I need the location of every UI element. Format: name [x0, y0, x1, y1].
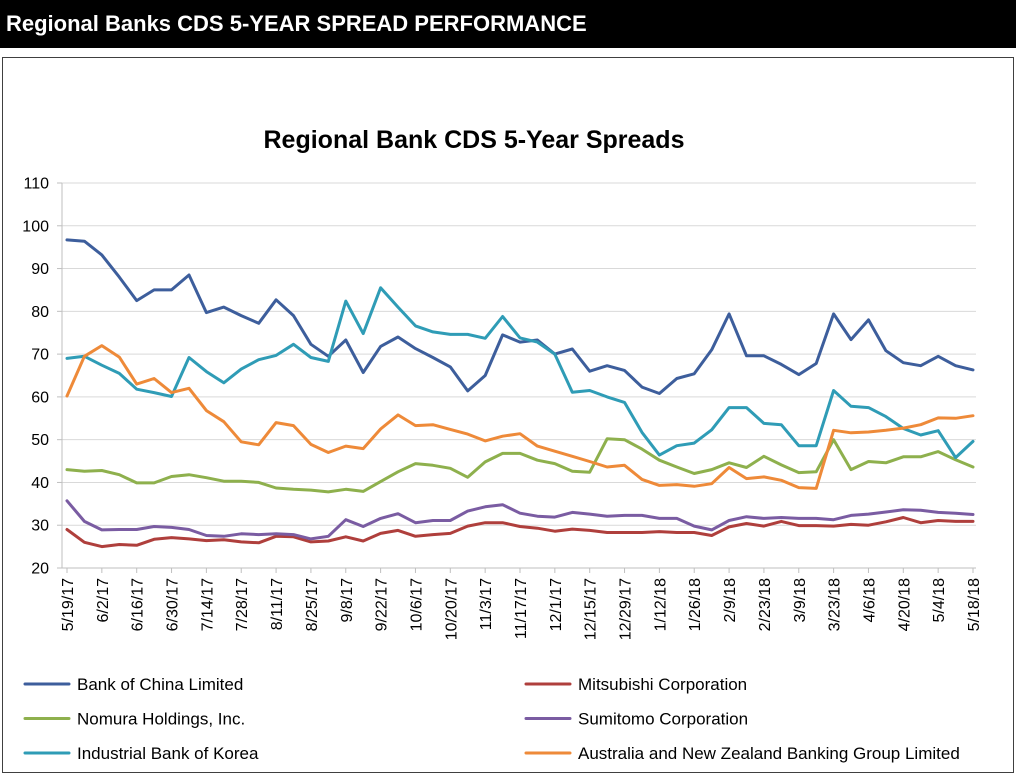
x-tick-label: 12/29/17	[618, 578, 635, 640]
gridlines	[62, 182, 976, 569]
x-tick-label: 11/3/17	[478, 578, 495, 630]
x-tick-label: 3/23/18	[827, 578, 844, 631]
legend-item-nomura-holdings-inc: Nomura Holdings, Inc.	[23, 710, 245, 729]
x-tick-label: 11/17/17	[513, 578, 530, 639]
legend-item-mitsubishi-corporation: Mitsubishi Corporation	[524, 675, 747, 694]
legend-item-industrial-bank-of-korea: Industrial Bank of Korea	[23, 744, 259, 763]
legend-label-australia-and-new-zealand-banking-group-limited: Australia and New Zealand Banking Group …	[578, 744, 960, 763]
x-tick-label: 10/20/17	[443, 578, 460, 640]
series-line-bank-of-china-limited	[65, 238, 975, 395]
legend: Bank of China Limited Mitsubishi Corporat…	[23, 675, 960, 763]
y-tick-label: 110	[23, 176, 49, 193]
chart-frame	[2, 57, 1014, 773]
legend-label-sumitomo-corporation: Sumitomo Corporation	[578, 710, 748, 729]
x-tick-label: 10/6/17	[408, 578, 425, 631]
x-tick-label: 4/6/18	[861, 578, 878, 623]
x-tick-label: 8/11/17	[269, 578, 286, 630]
x-tick-label: 12/15/17	[583, 578, 600, 640]
x-tick-label: 9/8/17	[339, 578, 356, 623]
x-tick-label: 5/19/17	[60, 578, 77, 631]
series-line-nomura-holdings-inc	[65, 437, 975, 494]
x-tick-label: 4/20/18	[896, 578, 913, 631]
y-tick-label: 70	[31, 347, 49, 364]
x-tick-label: 3/9/18	[792, 578, 809, 623]
x-tick-label: 6/30/17	[165, 578, 182, 631]
y-tick-label: 50	[31, 432, 49, 449]
x-tick-label: 2/9/18	[722, 578, 739, 623]
x-tick-label: 8/25/17	[304, 578, 321, 631]
x-tick-label: 7/28/17	[234, 578, 251, 631]
y-tick-label: 20	[31, 561, 49, 578]
x-tick-label: 2/23/18	[757, 578, 774, 631]
legend-label-mitsubishi-corporation: Mitsubishi Corporation	[578, 675, 747, 694]
series-line-sumitomo-corporation	[65, 499, 975, 541]
x-tick-label: 7/14/17	[199, 578, 216, 631]
x-tick-label: 9/22/17	[374, 578, 391, 631]
x-tick-label: 6/16/17	[130, 578, 147, 631]
y-tick-label: 80	[31, 304, 49, 321]
series-line-industrial-bank-of-korea	[65, 286, 975, 460]
x-tick-label: 12/1/17	[548, 578, 565, 631]
y-tick-label: 30	[31, 518, 49, 535]
legend-label-nomura-holdings-inc: Nomura Holdings, Inc.	[77, 710, 245, 729]
y-tick-label: 100	[22, 218, 49, 235]
legend-label-bank-of-china-limited: Bank of China Limited	[77, 675, 243, 694]
chart-title: Regional Bank CDS 5-Year Spreads	[264, 126, 685, 154]
x-axis: 5/19/17 6/2/17 6/16/17 6/30/17 7/14/17 7/28/1…	[60, 567, 983, 640]
legend-item-bank-of-china-limited: Bank of China Limited	[23, 675, 243, 694]
series-group	[65, 238, 975, 549]
x-tick-label: 6/2/17	[95, 578, 112, 623]
y-tick-label: 60	[31, 389, 49, 406]
x-tick-label: 5/18/18	[966, 578, 983, 631]
legend-label-industrial-bank-of-korea: Industrial Bank of Korea	[77, 744, 259, 763]
x-tick-label: 1/26/18	[687, 578, 704, 631]
legend-item-sumitomo-corporation: Sumitomo Corporation	[524, 710, 748, 729]
x-tick-label: 1/12/18	[652, 578, 669, 631]
y-axis: 20 30 40 50 60 70 80 90 100 110	[22, 176, 63, 578]
page-header: Regional Banks CDS 5-YEAR SPREAD PERFORM…	[0, 0, 1016, 48]
y-tick-label: 90	[31, 261, 49, 278]
x-tick-label: 5/4/18	[931, 578, 948, 623]
legend-item-australia-and-new-zealand-banking-group-limited: Australia and New Zealand Banking Group …	[524, 744, 960, 763]
y-tick-label: 40	[31, 475, 49, 492]
series-line-mitsubishi-corporation	[65, 516, 975, 549]
series-line-australia-and-new-zealand-banking-group-limited	[65, 344, 975, 490]
